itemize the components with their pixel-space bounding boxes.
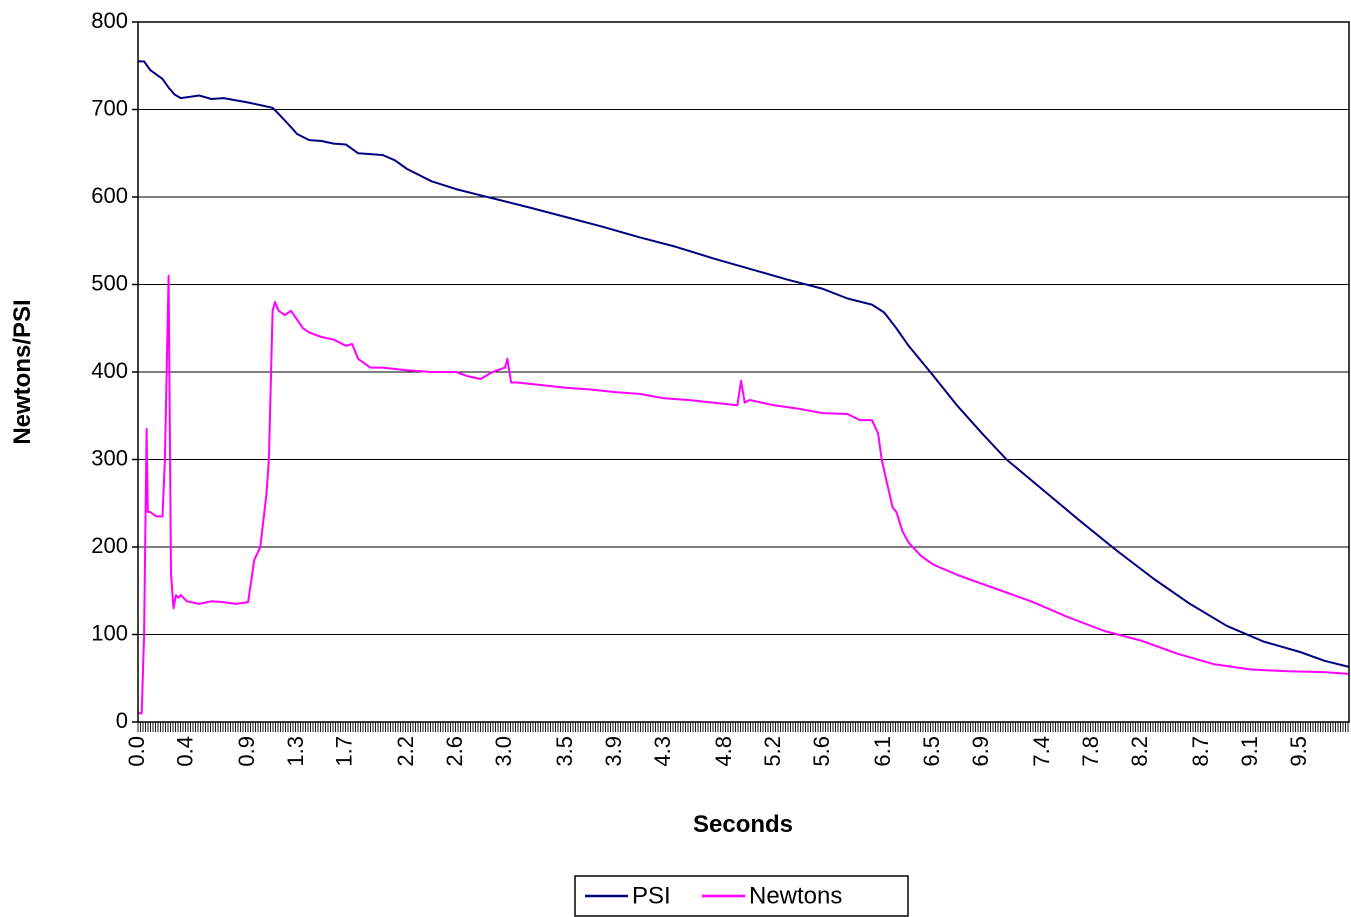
x-tick-label: 2.6: [442, 736, 467, 767]
series-line-psi: [138, 60, 1350, 668]
x-tick-label: 4.8: [711, 736, 736, 767]
legend-label-newtons: Newtons: [749, 882, 842, 909]
y-axis-title: Newtons/PSI: [9, 299, 36, 444]
y-tick-labels: 0 100 200 300 400 500 600 700 800: [91, 8, 138, 733]
y-tick-label: 100: [91, 620, 128, 645]
gridlines: [138, 109, 1349, 635]
x-tick-label: 3.9: [601, 736, 626, 767]
y-tick-label: 800: [91, 8, 128, 33]
x-tick-label: 4.3: [650, 736, 675, 767]
y-tick-label: 600: [91, 183, 128, 208]
y-tick-label: 400: [91, 358, 128, 383]
legend: PSI Newtons: [574, 875, 909, 917]
x-tick-label: 3.0: [491, 736, 516, 767]
x-tick-label: 3.5: [552, 736, 577, 767]
x-tick-label: 7.8: [1078, 736, 1103, 767]
x-tick-label: 5.6: [809, 736, 834, 767]
y-tick-label: 700: [91, 95, 128, 120]
x-minor-ticks: [137, 722, 1349, 732]
x-tick-label: 1.3: [283, 736, 308, 767]
x-tick-label: 8.7: [1188, 736, 1213, 767]
y-tick-label: 500: [91, 270, 128, 295]
series-lines: [138, 60, 1350, 715]
x-tick-label: 1.7: [332, 736, 357, 767]
y-tick-label: 300: [91, 445, 128, 470]
x-tick-label: 0.0: [124, 736, 149, 767]
x-tick-label: 0.4: [173, 736, 198, 767]
legend-label-psi: PSI: [632, 882, 671, 909]
y-tick-label: 200: [91, 533, 128, 558]
x-tick-label: 6.9: [968, 736, 993, 767]
series-line-newtons: [138, 274, 1350, 715]
x-tick-label: 9.1: [1237, 736, 1262, 767]
x-axis-title: Seconds: [693, 811, 793, 838]
x-tick-label: 7.4: [1029, 736, 1054, 767]
x-tick-label: 0.9: [234, 736, 259, 767]
x-tick-labels: 0.0 0.4 0.9 1.3 1.7 2.2 2.6 3.0 3.5 3.9 4.3 4.8 5.2 5…: [124, 736, 1311, 767]
x-tick-label: 2.2: [393, 736, 418, 767]
x-tick-label: 9.5: [1286, 736, 1311, 767]
x-minor-tick-marks: [137, 722, 1349, 732]
x-tick-label: 6.1: [870, 736, 895, 767]
x-tick-label: 8.2: [1127, 736, 1152, 767]
x-tick-label: 5.2: [760, 736, 785, 767]
y-tick-label: 0: [116, 708, 128, 733]
x-tick-label: 6.5: [919, 736, 944, 767]
